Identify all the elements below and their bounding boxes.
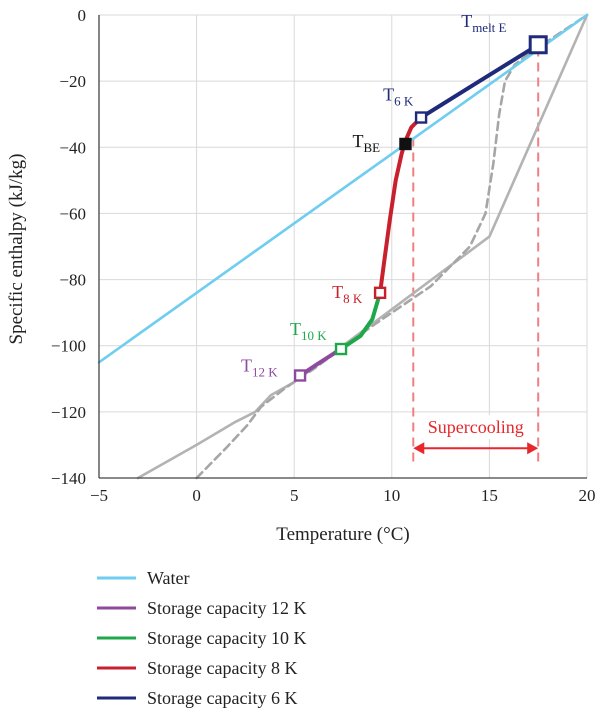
x-tick-label: 20 bbox=[579, 486, 596, 505]
series-line-storage-capacity-6-k bbox=[419, 42, 541, 120]
marker-label-10-k: T10 K bbox=[290, 319, 327, 343]
marker-10-k bbox=[334, 342, 348, 356]
marker-12-k bbox=[293, 369, 307, 382]
marker-label-12-k: T12 K bbox=[241, 355, 278, 379]
marker-be bbox=[399, 137, 412, 151]
legend: Water Storage capacity 12 K Storage capaci… bbox=[97, 568, 306, 708]
y-tick-label: −40 bbox=[59, 138, 86, 157]
marker-label-6-k: T6 K bbox=[383, 85, 414, 109]
marker-label-melt-e: Tmelt E bbox=[461, 11, 506, 35]
legend-label-storage-capacity-6-k: Storage capacity 6 K bbox=[147, 688, 297, 708]
supercooling-label: Supercooling bbox=[428, 417, 524, 437]
y-tick-label: −80 bbox=[59, 271, 86, 290]
y-tick-label: −100 bbox=[51, 337, 86, 356]
y-tick-label: −60 bbox=[59, 204, 86, 223]
marker-6-k bbox=[414, 111, 428, 124]
legend-label-water: Water bbox=[147, 568, 190, 588]
marker-melt-e bbox=[528, 35, 548, 55]
legend-label-storage-capacity-8-k: Storage capacity 8 K bbox=[147, 658, 297, 678]
supercooling-label-background bbox=[415, 415, 536, 440]
x-tick-label: 5 bbox=[290, 486, 299, 505]
legend-label-storage-capacity-12-k: Storage capacity 12 K bbox=[147, 598, 306, 618]
x-axis-label: Temperature (°C) bbox=[276, 524, 409, 545]
y-tick-label: −120 bbox=[51, 403, 86, 422]
x-tick-label: 0 bbox=[192, 486, 201, 505]
y-tick-label: −20 bbox=[59, 72, 86, 91]
legend-label-storage-capacity-10-k: Storage capacity 10 K bbox=[147, 628, 306, 648]
x-tick-label: 10 bbox=[383, 486, 400, 505]
supercooling-arrowhead-left bbox=[413, 442, 425, 455]
series-line-storage-capacity-8-k bbox=[378, 115, 424, 295]
y-tick-label: −140 bbox=[51, 469, 86, 488]
grid-lines bbox=[98, 14, 588, 479]
y-axis-label: Specific enthalpy (kJ/kg) bbox=[6, 153, 27, 344]
supercooling-arrowhead-right bbox=[527, 442, 539, 455]
marker-label-be: TBE bbox=[352, 131, 380, 155]
series-line-storage-capacity-10-k bbox=[339, 290, 383, 351]
reference-curves bbox=[136, 13, 589, 480]
x-tick-label: −5 bbox=[90, 486, 108, 505]
supercooling-guides: Supercooling bbox=[412, 44, 540, 462]
reference-curve-solid bbox=[136, 13, 589, 480]
reference-curve-dashed bbox=[195, 13, 589, 480]
marker-label-8-k: T8 K bbox=[332, 282, 363, 306]
x-tick-label: 15 bbox=[481, 486, 498, 505]
marker-8-k bbox=[373, 286, 387, 299]
series-line-water bbox=[97, 13, 589, 364]
tick-labels: −5 0 5 10 15 20 0 −20 −40 −60 −80 −100 −120 −140 bbox=[51, 6, 596, 505]
axes bbox=[98, 15, 587, 479]
y-tick-label: 0 bbox=[78, 6, 87, 25]
series-lines bbox=[97, 13, 589, 378]
